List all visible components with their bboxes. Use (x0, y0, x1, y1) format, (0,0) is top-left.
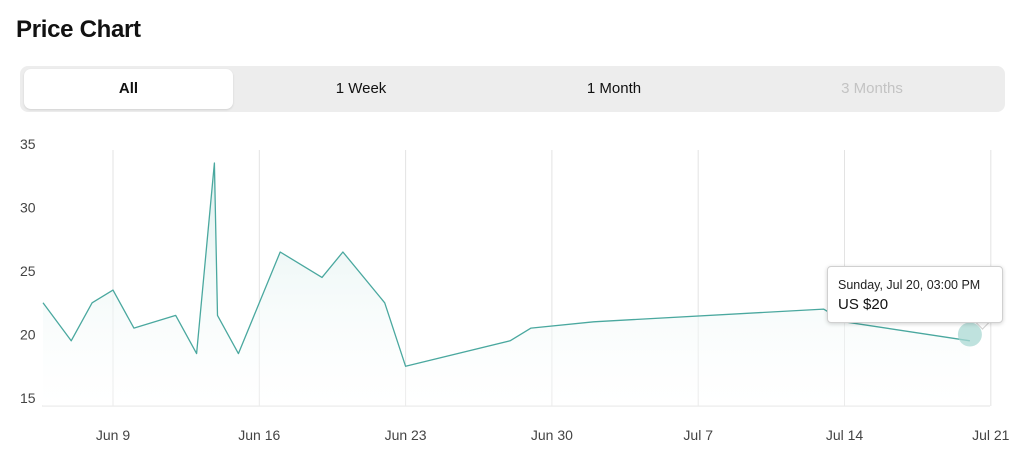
price-tooltip: Sunday, Jul 20, 03:00 PM US $20 (827, 266, 1003, 323)
x-tick-label: Jul 21 (972, 427, 1010, 443)
time-range-selector: All 1 Week 1 Month 3 Months (20, 66, 1005, 112)
price-area-fill (43, 163, 970, 406)
hover-point-marker[interactable] (957, 322, 982, 347)
tab-3-months: 3 Months (841, 80, 903, 97)
page-title: Price Chart (16, 16, 141, 43)
x-tick-label: Jun 30 (531, 427, 573, 443)
x-tick-label: Jun 16 (238, 427, 280, 443)
price-line (42, 162, 970, 367)
tab-all[interactable]: All (24, 69, 233, 109)
y-tick-label: 25 (20, 263, 36, 279)
x-tick-label: Jul 7 (683, 427, 713, 443)
x-tick-label: Jul 14 (826, 427, 864, 443)
tab-1-month[interactable]: 1 Month (586, 80, 642, 97)
y-tick-label: 15 (20, 390, 36, 406)
y-tick-label: 30 (20, 200, 36, 216)
x-tick-label: Jun 23 (385, 427, 427, 443)
tooltip-date: Sunday, Jul 20, 03:00 PM (838, 278, 981, 292)
y-tick-label: 20 (20, 327, 36, 343)
y-tick-label: 35 (20, 136, 36, 152)
x-tick-label: Jun 9 (96, 427, 130, 443)
x-axis: Jun 9 Jun 16 Jun 23 Jun 30 Jul 7 Jul 14 Jul 21 (96, 427, 1010, 443)
tab-1-week[interactable]: 1 Week (335, 80, 387, 97)
y-axis: 15 20 25 30 35 (20, 136, 36, 406)
tooltip-price: US $20 (838, 296, 889, 313)
